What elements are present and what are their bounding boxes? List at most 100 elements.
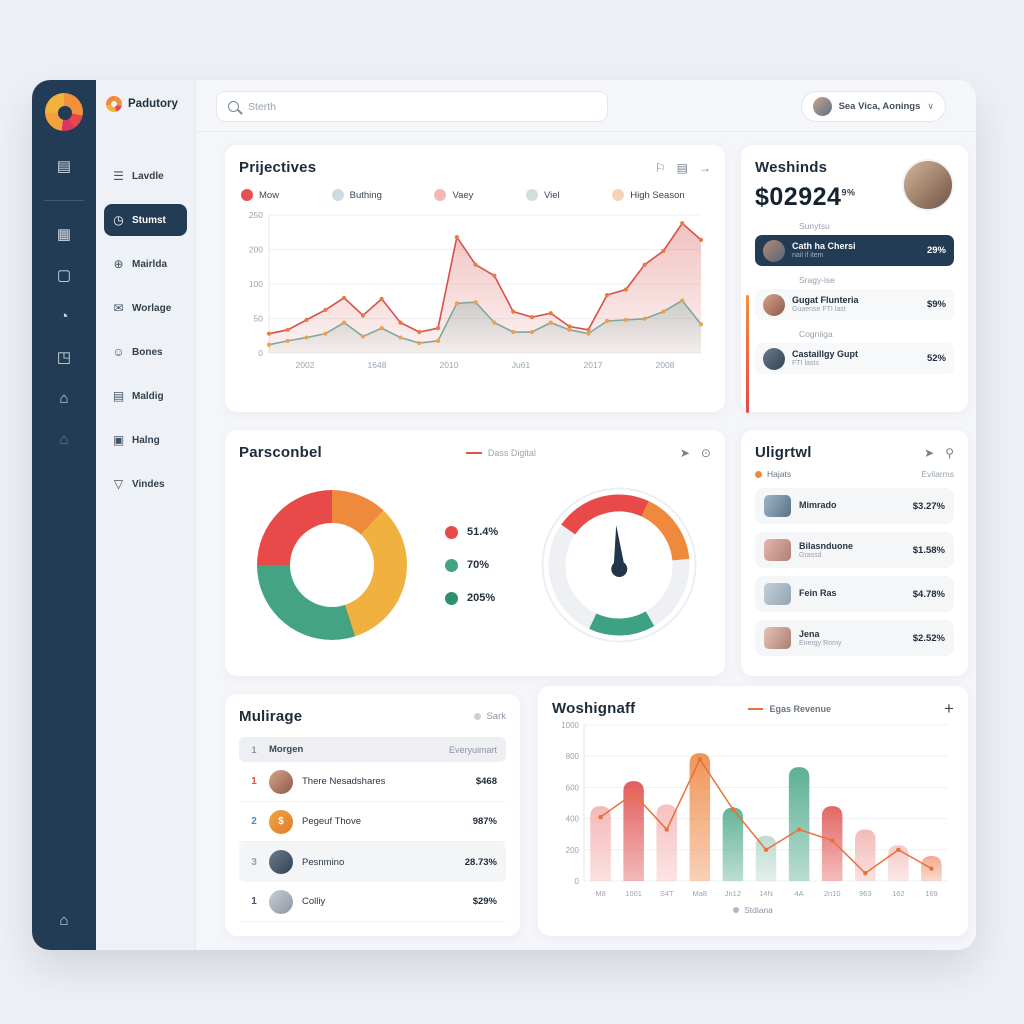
- svg-text:14N: 14N: [759, 889, 773, 898]
- sidebar-item-maldig[interactable]: ▤ Maldig: [112, 389, 164, 403]
- coin-icon: $: [269, 809, 293, 834]
- weshinds-row[interactable]: Castaillgy Gupt FTI lasts 52%: [755, 343, 954, 374]
- table-row[interactable]: 2 $ Pegeuf Thove 987%: [239, 802, 506, 842]
- legend-item-high-season[interactable]: High Season: [612, 189, 685, 201]
- table-row[interactable]: 1 There Nesadshares $468: [239, 762, 506, 802]
- search-input[interactable]: [248, 100, 596, 113]
- main-area: Sea Vica, Aonings ∨ Prijectives ⚐ ▤ → Mo…: [196, 80, 976, 950]
- svg-text:963: 963: [859, 889, 872, 898]
- avatar: [269, 850, 293, 874]
- legend-item-buthing[interactable]: Buthing: [331, 189, 382, 201]
- external-link-icon[interactable]: ◳: [56, 349, 72, 366]
- sidebar-menu: ☰ Lavdle ◷ Stumst ⊕ Mairlda ✉ Worlage ☺ …: [104, 160, 187, 500]
- weshinds-row-highlighted[interactable]: Cath ha Chersi nail if item 29%: [755, 235, 954, 266]
- svg-text:50: 50: [254, 314, 264, 324]
- sidebar-item-worlage[interactable]: ✉ Worlage: [113, 301, 172, 315]
- legend-dot: [445, 558, 458, 572]
- sidebar-item-lavdle[interactable]: ☰ Lavdle: [113, 169, 164, 183]
- archive-icon[interactable]: ⌂: [59, 431, 69, 448]
- legend-dot: [612, 189, 625, 201]
- bulb-icon[interactable]: ⚲: [945, 445, 954, 460]
- chat-icon[interactable]: ◔: [59, 308, 69, 325]
- legend-item-viel[interactable]: Viel: [525, 189, 560, 201]
- svg-text:Jn12: Jn12: [725, 889, 741, 898]
- parsconbel-gauge-chart[interactable]: [531, 477, 707, 653]
- gray-dot-icon: [733, 907, 740, 913]
- weshinds-card: Weshinds $029249% Sunytsu Cath ha Chersi…: [741, 145, 968, 413]
- svg-text:400: 400: [566, 815, 580, 824]
- chevron-down-icon: ∨: [927, 101, 934, 111]
- sidebar-item-stumst-active[interactable]: ◷ Stumst: [104, 204, 187, 236]
- avatar: [763, 293, 785, 316]
- uligrtwl-sort[interactable]: Evilarms: [921, 469, 954, 479]
- add-icon[interactable]: +: [944, 699, 954, 718]
- brand[interactable]: Padutory: [96, 80, 195, 112]
- legend-dot: [434, 189, 447, 201]
- donut-legend-item[interactable]: 205%: [445, 591, 498, 605]
- sidebar-item-halng[interactable]: ▣ Halng: [112, 433, 160, 447]
- sidebar-item-vindes[interactable]: ▽ Vindes: [113, 477, 165, 491]
- legend-dot: [331, 189, 344, 201]
- uligrtwl-filter[interactable]: Hajats: [755, 469, 791, 479]
- report-icon[interactable]: ▤: [676, 160, 688, 175]
- table-row[interactable]: 1 Colliy $29%: [239, 882, 506, 922]
- parsconbel-donut-chart[interactable]: [257, 490, 407, 640]
- parsconbel-legend[interactable]: Dass Digital: [465, 448, 536, 458]
- dashboard-grid-icon[interactable]: ▦: [56, 226, 72, 243]
- woshignaff-card: Woshignaff Egas Revenue + 1000 800 600 400 2…: [538, 686, 968, 936]
- uligrtwl-row[interactable]: Jena Energy Romy $2.52%: [755, 620, 954, 656]
- share-icon[interactable]: ➤: [679, 445, 690, 460]
- home-icon[interactable]: ⌂: [59, 390, 69, 407]
- mulirage-title: Mulirage: [239, 708, 303, 725]
- woshignaff-bar-chart[interactable]: 1000 800 600 400 200 0 M8 1001 S4T Ma8 Jn12 14N 4A 2n…: [552, 717, 954, 903]
- arrow-icon[interactable]: →: [699, 160, 711, 175]
- svg-text:162: 162: [892, 889, 905, 898]
- svg-text:Ma8: Ma8: [693, 889, 708, 898]
- woshignaff-legend[interactable]: Egas Revenue: [748, 704, 831, 714]
- uligrtwl-row[interactable]: Bilasnduone Grassd $1.58%: [755, 532, 954, 568]
- uligrtwl-row[interactable]: Fein Ras $4.78%: [755, 576, 954, 612]
- legend-dot: [445, 591, 458, 605]
- svg-text:0: 0: [575, 877, 580, 886]
- user-menu[interactable]: Sea Vica, Aonings ∨: [800, 91, 946, 122]
- weshinds-avatar[interactable]: [902, 159, 954, 211]
- weshinds-section-label: Cogniiga: [799, 329, 833, 339]
- svg-text:1000: 1000: [561, 721, 579, 730]
- donut-legend-item[interactable]: 51.4%: [445, 525, 498, 539]
- image-icon: ▣: [112, 433, 125, 447]
- home-bottom-icon[interactable]: ⌂: [59, 912, 69, 929]
- sidebar-item-mairlda[interactable]: ⊕ Mairlda: [113, 257, 168, 271]
- user-avatar: [812, 97, 832, 116]
- avatar: [269, 769, 293, 794]
- table-row[interactable]: 3 Pesnmino 28.73%: [239, 842, 506, 882]
- share-icon[interactable]: ⚐: [654, 160, 666, 175]
- sidebar-item-bones[interactable]: ☺ Bones: [112, 345, 163, 359]
- parsconbel-card: Parsconbel Dass Digital ➤ ⊙ 51.4%: [225, 430, 725, 676]
- orange-dot-icon: [755, 470, 762, 478]
- legend-item-vaey[interactable]: Vaey: [434, 189, 473, 201]
- donut-legend-item[interactable]: 70%: [445, 558, 498, 572]
- projectives-area-chart[interactable]: 250 200 100 50 0 2002 1648 2010 Ju61 2017 2008: [239, 205, 709, 377]
- uligrtwl-card: Uligrtwl ➤ ⚲ Hajats Evilarms Mimrado $3.…: [741, 430, 968, 676]
- table-header: 1 Morgen Everyuimart: [239, 737, 506, 762]
- weshinds-row[interactable]: Gugat Flunteria Guaense FTI last $9%: [755, 289, 954, 320]
- documents-icon[interactable]: ▤: [56, 158, 72, 175]
- legend-dot: [445, 525, 458, 539]
- box-icon: ▤: [112, 389, 125, 403]
- app-logo-icon[interactable]: [45, 93, 83, 131]
- uligrtwl-row[interactable]: Mimrado $3.27%: [755, 488, 954, 524]
- legend-item-mow[interactable]: Mow: [241, 189, 279, 201]
- svg-text:1001: 1001: [625, 889, 642, 898]
- share-icon[interactable]: ➤: [924, 445, 935, 460]
- brand-name: Padutory: [128, 98, 178, 110]
- target-icon[interactable]: ⊙: [700, 445, 711, 460]
- search-icon: [228, 101, 239, 112]
- search-bar[interactable]: [216, 91, 608, 122]
- app-window: ▤ ▦ ▢ ◔ ◳ ⌂ ⌂ ⌂ Padutory ☰ Lavdle ◷ Stum…: [32, 80, 976, 950]
- avatar: [763, 239, 785, 262]
- svg-text:169: 169: [925, 889, 938, 898]
- files-icon[interactable]: ▢: [56, 267, 72, 284]
- mulirage-badge[interactable]: Sark: [474, 711, 506, 722]
- mail-icon: ✉: [113, 301, 124, 315]
- legend-line: [465, 451, 482, 454]
